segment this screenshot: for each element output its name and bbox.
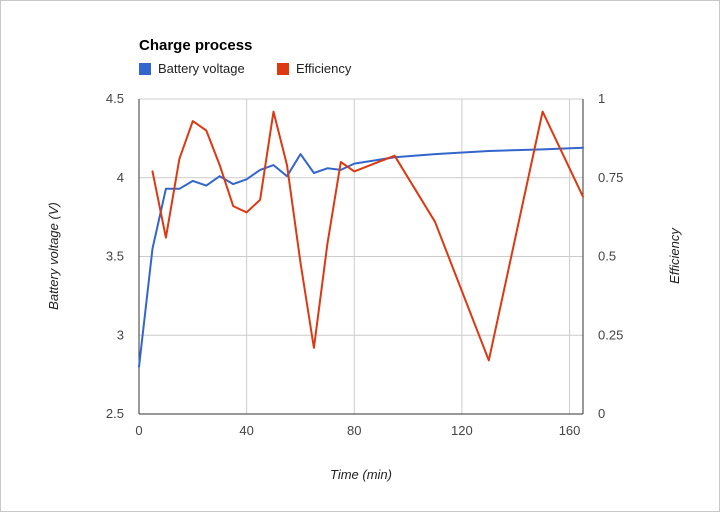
series-line-battery-voltage (138, 146, 584, 368)
y-left-tick-label: 3 (117, 327, 124, 342)
chart-title: Charge process (139, 37, 253, 54)
y-right-tick-label: 0.25 (598, 327, 623, 342)
y-right-tick-label: 1 (598, 91, 605, 106)
series-line-efficiency (151, 110, 584, 362)
legend-label-battery-voltage: Battery voltage (158, 61, 245, 76)
x-tick-label: 160 (559, 423, 581, 438)
y-left-tick-label: 4 (117, 170, 124, 185)
legend-item-efficiency[interactable]: Efficiency (277, 61, 351, 76)
x-tick-label: 0 (135, 423, 142, 438)
y-left-tick-label: 2.5 (106, 406, 124, 421)
y-left-tick-label: 3.5 (106, 249, 124, 264)
y-right-tick-label: 0.75 (598, 170, 623, 185)
y-right-tick-label: 0.5 (598, 249, 616, 264)
y-right-tick-label: 0 (598, 406, 605, 421)
x-axis-title: Time (min) (330, 467, 392, 482)
x-tick-label: 40 (239, 423, 253, 438)
y-axis-right-title: Efficiency (667, 227, 682, 284)
legend-swatch-efficiency (277, 62, 289, 75)
x-tick-label: 80 (347, 423, 361, 438)
y-left-tick-label: 4.5 (106, 91, 124, 106)
x-tick-label: 120 (451, 423, 473, 438)
legend-swatch-battery-voltage (139, 62, 151, 75)
legend-label-efficiency: Efficiency (296, 61, 352, 76)
legend-item-battery-voltage[interactable]: Battery voltage (139, 61, 245, 76)
y-axis-left-title: Battery voltage (V) (46, 202, 61, 310)
